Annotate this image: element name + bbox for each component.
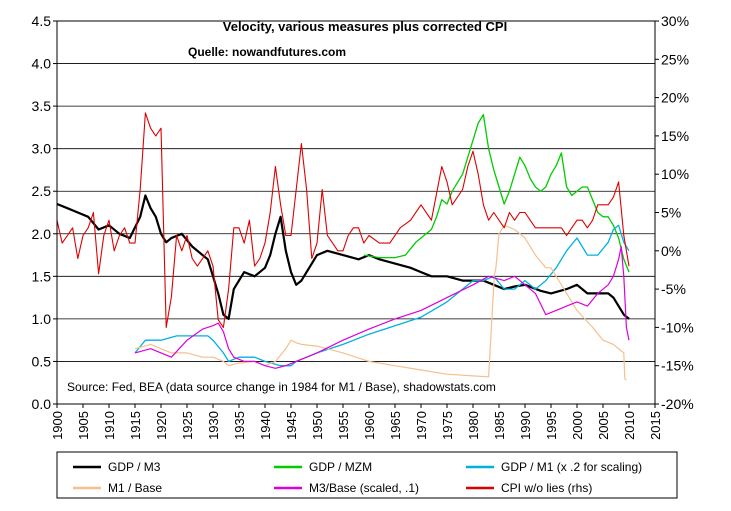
y-left-tick-label: 0.5 — [32, 353, 52, 369]
series-line-1 — [363, 113, 630, 273]
series-line-3 — [134, 224, 627, 381]
y-right-tick-label: -10% — [661, 319, 694, 335]
x-tick-label: 1990 — [518, 411, 533, 440]
legend-label-5: CPI w/o lies (rhs) — [501, 481, 592, 495]
plot-frame — [56, 20, 656, 405]
y-right-tick-label: 15% — [661, 128, 689, 144]
x-tick-label: 1925 — [180, 411, 195, 440]
x-tick-label: 2015 — [648, 411, 663, 440]
source-annotation: Source: Fed, BEA (data source change in … — [67, 380, 496, 394]
y-left-tick-label: 4.0 — [32, 56, 52, 72]
y-left-tick-label: 3.0 — [32, 141, 52, 157]
legend-label-4: M3/Base (scaled, .1) — [309, 481, 419, 495]
chart-subtitle: Quelle: nowandfutures.com — [188, 45, 346, 59]
x-tick-label: 1960 — [362, 411, 377, 440]
y-right-tick-label: -20% — [661, 396, 694, 412]
x-tick-label: 1985 — [492, 411, 507, 440]
x-tick-label: 2005 — [596, 411, 611, 440]
y-left-tick-label: 2.0 — [32, 226, 52, 242]
x-tick-label: 1995 — [544, 411, 559, 440]
x-tick-label: 1910 — [102, 411, 117, 440]
y-right-tick-label: 10% — [661, 166, 689, 182]
x-tick-label: 1945 — [284, 411, 299, 440]
x-tick-label: 1965 — [388, 411, 403, 440]
x-tick-label: 1940 — [258, 411, 273, 440]
x-tick-label: 1915 — [128, 411, 143, 440]
y-left-tick-label: 1.0 — [32, 311, 52, 327]
y-left-tick-label: 0.0 — [32, 396, 52, 412]
y-right-tick-label: 0% — [661, 243, 681, 259]
y-right-tick-label: -15% — [661, 358, 694, 374]
legend-label-0: GDP / M3 — [108, 460, 161, 474]
y-left-tick-label: 1.5 — [32, 268, 52, 284]
y-right-tick-label: 25% — [661, 51, 689, 67]
y-left-tick-label: 3.5 — [32, 98, 52, 114]
y-right-tick-label: 20% — [661, 90, 689, 106]
x-tick-label: 1935 — [232, 411, 247, 440]
legend-label-2: GDP / M1 (x .2 for scaling) — [501, 460, 642, 474]
x-tick-label: 1970 — [414, 411, 429, 440]
legend-box — [56, 451, 678, 499]
series-line-5 — [56, 112, 630, 328]
x-tick-label: 1950 — [310, 411, 325, 440]
x-tick-label: 1900 — [50, 411, 65, 440]
x-tick-label: 1955 — [336, 411, 351, 440]
y-left-tick-label: 4.5 — [32, 13, 52, 29]
x-tick-label: 1930 — [206, 411, 221, 440]
x-tick-label: 2000 — [570, 411, 585, 440]
chart-title: Velocity, various measures plus correcte… — [223, 19, 507, 34]
y-right-tick-label: 30% — [661, 13, 689, 29]
series-line-4 — [134, 245, 630, 369]
y-left-tick-label: 2.5 — [32, 183, 52, 199]
x-tick-label: 1980 — [466, 411, 481, 440]
x-tick-label: 1920 — [154, 411, 169, 440]
series-line-2 — [134, 224, 630, 367]
x-tick-label: 1975 — [440, 411, 455, 440]
y-right-tick-label: 5% — [661, 205, 681, 221]
series-line-0 — [56, 194, 630, 320]
y-right-tick-label: -5% — [661, 281, 686, 297]
x-tick-label: 1905 — [76, 411, 91, 440]
legend-label-1: GDP / MZM — [309, 460, 372, 474]
legend-label-3: M1 / Base — [108, 481, 162, 495]
x-tick-label: 2010 — [622, 411, 637, 440]
